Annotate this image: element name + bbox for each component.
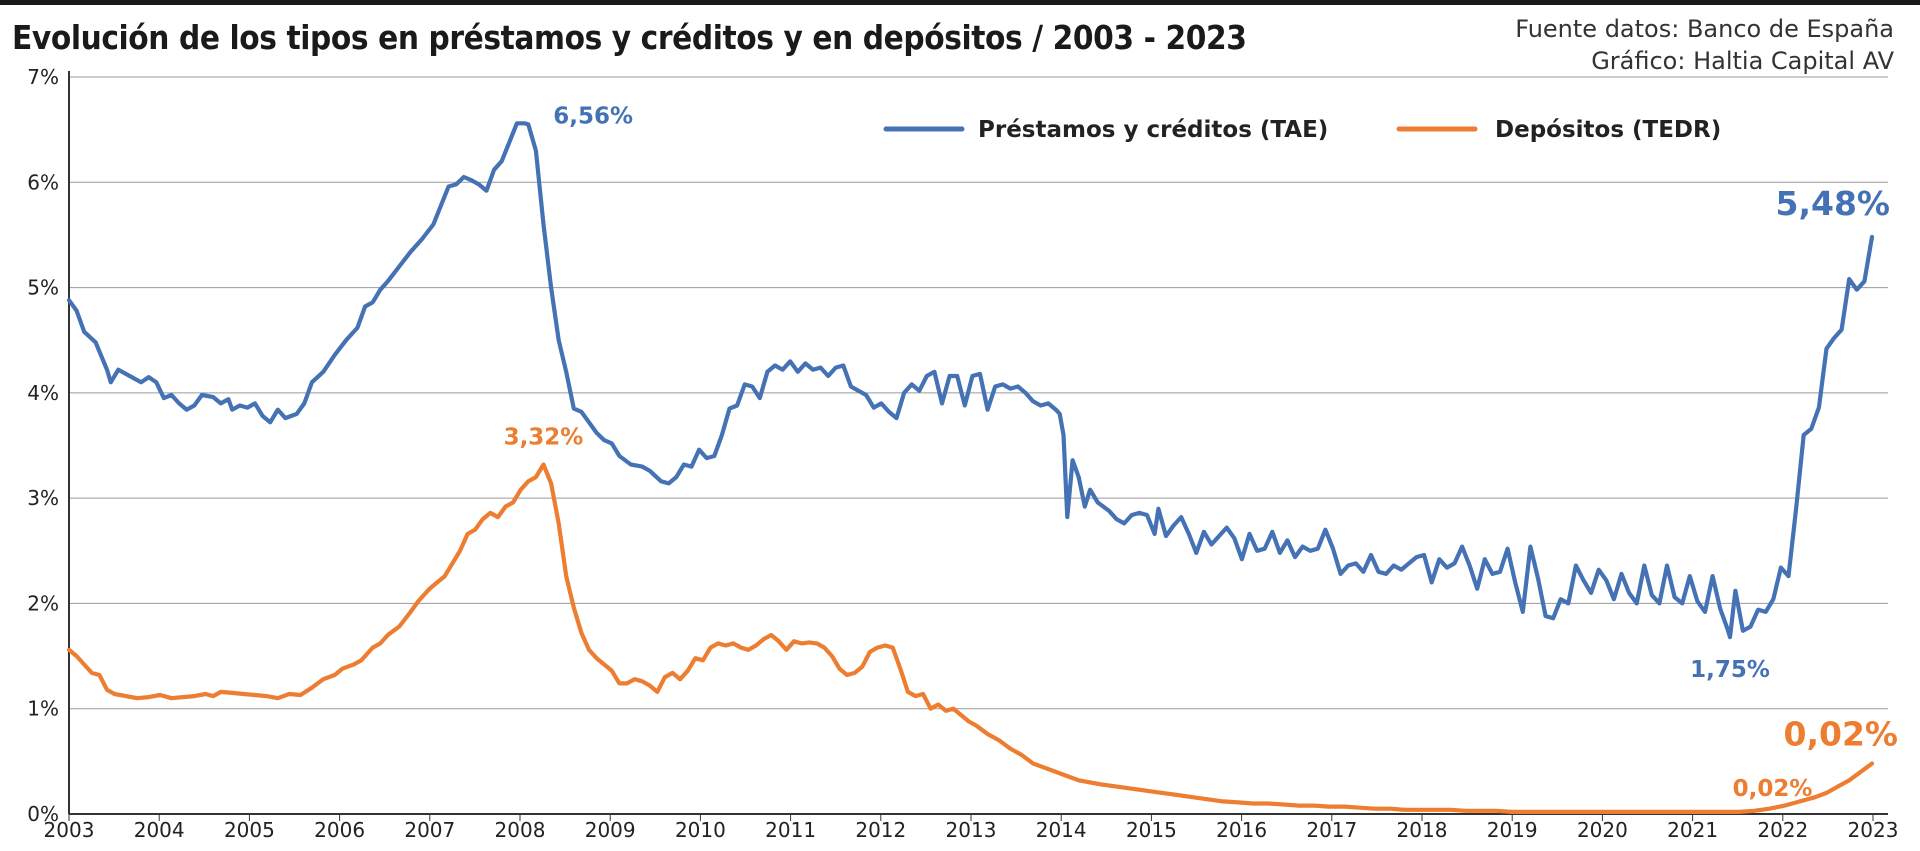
x-tick-label: 2005 bbox=[224, 818, 275, 842]
legend-label: Depósitos (TEDR) bbox=[1495, 117, 1721, 143]
y-tick-label: 7% bbox=[27, 65, 59, 89]
source-line: Fuente datos: Banco de España bbox=[1515, 15, 1894, 43]
x-tick-label: 2018 bbox=[1397, 818, 1448, 842]
x-tick-label: 2008 bbox=[495, 818, 546, 842]
legend: Préstamos y créditos (TAE) Depósitos (TED… bbox=[883, 117, 1721, 143]
x-tick-label: 2011 bbox=[765, 818, 816, 842]
series-line-prestamos bbox=[66, 121, 1875, 640]
x-tick-label: 2016 bbox=[1216, 818, 1267, 842]
top-border bbox=[0, 0, 1920, 5]
x-tick-label: 2004 bbox=[134, 818, 185, 842]
x-tick-label: 2006 bbox=[314, 818, 365, 842]
x-axis-ticks: 2003 2004 2005 2006 2007 2008 2009 2010 2011 2012… bbox=[44, 814, 1899, 842]
x-tick-label: 2023 bbox=[1848, 818, 1899, 842]
value-annotation: 0,02% bbox=[1733, 776, 1813, 802]
x-tick-label: 2012 bbox=[855, 818, 906, 842]
x-tick-label: 2003 bbox=[44, 818, 95, 842]
y-tick-label: 3% bbox=[27, 486, 59, 510]
value-annotation: 5,48% bbox=[1776, 184, 1891, 223]
y-tick-label: 1% bbox=[27, 697, 59, 721]
x-tick-label: 2022 bbox=[1757, 818, 1808, 842]
x-tick-label: 2009 bbox=[585, 818, 636, 842]
x-tick-label: 2014 bbox=[1036, 818, 1087, 842]
legend-label: Préstamos y créditos (TAE) bbox=[978, 117, 1328, 143]
value-annotation: 3,32% bbox=[504, 424, 584, 450]
value-annotation: 1,75% bbox=[1690, 657, 1770, 683]
chart-title: Evolución de los tipos en préstamos y cr… bbox=[12, 18, 1247, 57]
y-tick-label: 2% bbox=[27, 591, 59, 615]
y-tick-label: 4% bbox=[27, 381, 59, 405]
value-annotations: 6,56% 3,32% 1,75% 0,02% 5,48% 0,02% bbox=[504, 103, 1898, 802]
x-tick-label: 2010 bbox=[675, 818, 726, 842]
x-tick-label: 2007 bbox=[404, 818, 455, 842]
x-tick-label: 2017 bbox=[1306, 818, 1357, 842]
value-annotation: 0,02% bbox=[1784, 714, 1899, 753]
x-tick-label: 2015 bbox=[1126, 818, 1177, 842]
x-tick-label: 2013 bbox=[946, 818, 997, 842]
y-tick-label: 5% bbox=[27, 276, 59, 300]
y-tick-label: 0% bbox=[27, 802, 59, 826]
credit-line: Gráfico: Haltia Capital AV bbox=[1591, 47, 1894, 75]
x-tick-label: 2021 bbox=[1667, 818, 1718, 842]
x-tick-label: 2019 bbox=[1487, 818, 1538, 842]
x-tick-label: 2020 bbox=[1577, 818, 1628, 842]
y-axis-ticks: 0% 1% 2% 3% 4% 5% 6% 7% bbox=[27, 65, 59, 826]
source-credits: Fuente datos: Banco de España Gráfico: H… bbox=[1515, 13, 1894, 77]
series-line-depositos bbox=[66, 462, 1875, 814]
y-tick-label: 6% bbox=[27, 170, 59, 194]
gridlines bbox=[69, 76, 1888, 710]
series-lines bbox=[66, 121, 1875, 814]
value-annotation: 6,56% bbox=[553, 103, 633, 129]
